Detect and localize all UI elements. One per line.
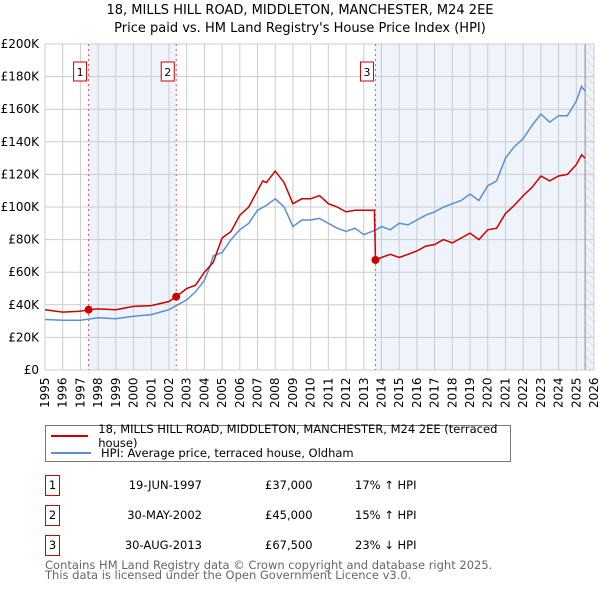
y-tick-label: £20K (8, 330, 40, 344)
y-tick-label: £180K (1, 70, 41, 84)
sale-label-box (160, 61, 175, 82)
x-tick-label: 2006 (233, 377, 247, 408)
series-line-hpi (44, 84, 586, 322)
x-tick-label: 2015 (392, 377, 406, 408)
legend-label-property: 18, MILLS HILL ROAD, MIDDLETON, MANCHEST… (98, 421, 498, 450)
footer-line1: Contains HM Land Registry data © Crown c… (45, 558, 493, 572)
x-tick-label: 2024 (552, 377, 566, 408)
x-tick-label: 1996 (56, 377, 70, 408)
y-tick-label: £40K (8, 298, 40, 312)
sale-row: 2 30-MAY-2002 £45,000 15% ↑ HPI (45, 505, 545, 526)
x-tick-label: 2026 (587, 377, 600, 408)
sale-label: 3 (363, 66, 370, 79)
x-tick-label: 2008 (268, 377, 282, 408)
x-tick-label: 2021 (498, 377, 512, 408)
y-tick-label: £160K (1, 102, 41, 116)
x-tick-label: 2013 (357, 377, 371, 408)
sale-label: 1 (77, 66, 84, 79)
x-tick-label: 2005 (215, 377, 229, 408)
legend-swatch-hpi (51, 451, 91, 454)
x-tick-label: 2017 (428, 377, 442, 408)
sale-hpi-diff: 23% ↓ HPI (355, 538, 417, 552)
x-tick-label: 1997 (73, 377, 87, 408)
sale-point (84, 305, 93, 314)
sale-date: 30-AUG-2013 (124, 538, 202, 552)
x-tick-label: 2002 (162, 377, 176, 408)
x-tick-label: 2001 (144, 377, 158, 408)
sale-date: 19-JUN-1997 (128, 478, 202, 492)
legend: 18, MILLS HILL ROAD, MIDDLETON, MANCHEST… (45, 422, 511, 462)
x-tick-label: 2012 (339, 377, 353, 408)
legend-item-hpi: HPI: Average price, terraced house, Oldh… (46, 444, 354, 461)
sale-point (172, 292, 181, 301)
sale-price: £37,000 (265, 478, 313, 492)
y-tick-label: £200K (1, 37, 41, 51)
x-tick-label: 2007 (251, 377, 265, 408)
price-chart: £0 £20K £40K £60K £80K £100K £120K £140K £160K £1… (1, 37, 600, 408)
sale-number-badge: 2 (45, 505, 60, 526)
x-tick-label: 2023 (534, 377, 548, 408)
x-tick-label: 2022 (516, 377, 530, 408)
y-tick-label: £60K (8, 265, 40, 279)
sale-point (371, 255, 380, 264)
sale-row: 1 19-JUN-1997 £37,000 17% ↑ HPI (45, 475, 545, 496)
x-tick-label: 2019 (463, 377, 477, 408)
sale-label: 2 (164, 66, 171, 79)
x-tick-label: 2003 (180, 377, 194, 408)
sale-label-box (73, 61, 88, 82)
x-tick-label: 1999 (109, 377, 123, 408)
chart-subtitle: Price paid vs. HM Land Registry's House … (114, 21, 486, 36)
x-tick-label: 2004 (197, 377, 211, 408)
sale-hpi-diff: 15% ↑ HPI (355, 508, 417, 522)
y-tick-label: £0 (24, 363, 39, 377)
y-tick-label: £80K (8, 233, 40, 247)
y-tick-label: £100K (1, 200, 41, 214)
sale-number-badge: 1 (45, 475, 60, 496)
legend-item-property: 18, MILLS HILL ROAD, MIDDLETON, MANCHEST… (46, 422, 510, 450)
y-tick-label: £140K (1, 135, 41, 149)
y-tick-label: £120K (1, 167, 41, 181)
sale-price: £45,000 (265, 508, 313, 522)
x-tick-label: 1998 (91, 377, 105, 408)
footer-line2: This data is licensed under the Open Gov… (45, 568, 412, 582)
sale-price: £67,500 (265, 538, 313, 552)
chart-title: 18, MILLS HILL ROAD, MIDDLETON, MANCHEST… (106, 3, 494, 18)
x-tick-label: 1995 (38, 377, 52, 408)
x-tick-label: 2011 (321, 377, 335, 408)
legend-label-hpi: HPI: Average price, terraced house, Oldh… (101, 445, 354, 460)
x-tick-label: 2016 (410, 377, 424, 408)
sale-date: 30-MAY-2002 (127, 508, 202, 522)
x-tick-label: 2014 (374, 377, 388, 408)
x-tick-label: 2018 (445, 377, 459, 408)
sale-label-box (359, 61, 374, 82)
legend-swatch-property (51, 434, 89, 437)
x-tick-label: 2009 (286, 377, 300, 408)
sale-hpi-diff: 17% ↑ HPI (355, 478, 417, 492)
series-line-property (44, 153, 586, 313)
sale-row: 3 30-AUG-2013 £67,500 23% ↓ HPI (45, 535, 545, 556)
sale-number-badge: 3 (45, 535, 60, 556)
x-tick-label: 2025 (569, 377, 583, 408)
x-tick-label: 2010 (304, 377, 318, 408)
footer: Contains HM Land Registry data © Crown c… (45, 558, 493, 582)
x-tick-label: 2020 (481, 377, 495, 408)
x-tick-label: 2000 (127, 377, 141, 408)
